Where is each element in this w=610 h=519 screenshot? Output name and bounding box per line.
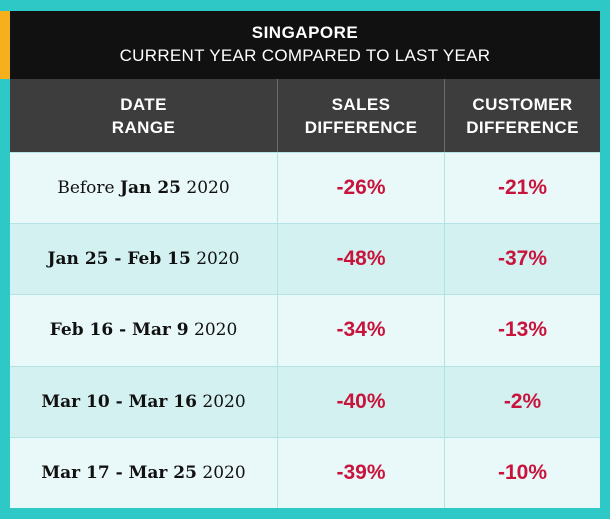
- header-date-range: DATE RANGE: [10, 79, 278, 152]
- customer-difference-value: -2%: [503, 389, 542, 413]
- date-bold: Mar 10 - Mar 16: [41, 391, 197, 412]
- table-row: Feb 16 - Mar 9 2020 -34% -13%: [10, 294, 600, 366]
- date-bold: Jan 25 - Feb 15: [47, 249, 191, 270]
- date-prefix: Before: [57, 178, 120, 199]
- header-sales-difference: SALES DIFFERENCE: [278, 79, 445, 152]
- accent-bar: [0, 11, 10, 79]
- date-suffix: 2020: [196, 391, 246, 412]
- comparison-table: SINGAPORE CURRENT YEAR COMPARED TO LAST …: [10, 11, 600, 508]
- table-row: Mar 10 - Mar 16 2020 -40% -2%: [10, 365, 600, 437]
- customer-difference-value: -13%: [497, 318, 548, 342]
- table-title: SINGAPORE: [251, 23, 359, 42]
- title-bar: SINGAPORE CURRENT YEAR COMPARED TO LAST …: [10, 11, 600, 79]
- date-suffix: 2020: [196, 462, 246, 483]
- table-body: Before Jan 25 2020 -26% -21% Jan 25 - Fe…: [10, 152, 600, 508]
- table-subtitle: CURRENT YEAR COMPARED TO LAST YEAR: [119, 46, 491, 65]
- table-row: Before Jan 25 2020 -26% -21%: [10, 152, 600, 224]
- sales-difference-value: -39%: [278, 437, 445, 508]
- date-suffix: 2020: [181, 178, 230, 199]
- sales-difference-value: -26%: [278, 153, 445, 224]
- date-bold: Mar 17 - Mar 25: [41, 462, 197, 483]
- customer-difference-value: -21%: [497, 176, 548, 200]
- date-range-cell: Jan 25 - Feb 15 2020: [10, 224, 278, 295]
- date-bold: Feb 16 - Mar 9: [49, 320, 189, 341]
- table-row: Mar 17 - Mar 25 2020 -39% -10%: [10, 436, 600, 508]
- date-range-cell: Mar 17 - Mar 25 2020: [10, 437, 278, 508]
- sales-difference-value: -34%: [278, 295, 445, 366]
- date-range-cell: Before Jan 25 2020: [10, 153, 278, 224]
- customer-difference-value: -10%: [497, 460, 548, 484]
- date-bold: Jan 25: [120, 178, 181, 199]
- header-row: DATE RANGE SALES DIFFERENCE CUSTOMER DIF…: [10, 79, 600, 152]
- sales-difference-value: -40%: [278, 366, 445, 437]
- date-range-cell: Feb 16 - Mar 9 2020: [10, 295, 278, 366]
- customer-difference-value: -37%: [497, 247, 548, 271]
- table-row: Jan 25 - Feb 15 2020 -48% -37%: [10, 223, 600, 295]
- date-range-cell: Mar 10 - Mar 16 2020: [10, 366, 278, 437]
- date-suffix: 2020: [190, 249, 240, 270]
- date-suffix: 2020: [188, 320, 238, 341]
- header-customer-difference: CUSTOMER DIFFERENCE: [466, 94, 579, 137]
- sales-difference-value: -48%: [278, 224, 445, 295]
